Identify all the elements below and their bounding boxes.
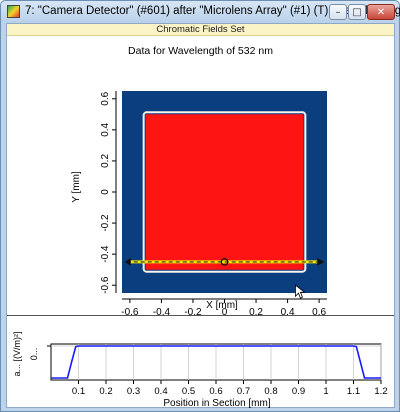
y-tick-label: -0.2 bbox=[100, 214, 111, 232]
section-x-tick-label: 0.8 bbox=[264, 386, 277, 397]
section-line-start-arrow[interactable] bbox=[124, 257, 131, 266]
section-y-tick-label: 0... bbox=[29, 348, 39, 361]
y-axis-label: Y [mm] bbox=[71, 171, 82, 203]
window-title: 7: "Camera Detector" (#601) after "Micro… bbox=[25, 5, 400, 17]
section-x-tick-label: 0.2 bbox=[99, 386, 112, 397]
section-x-axis-label: Position in Section [mm] bbox=[163, 398, 270, 408]
section-x-tick-label: 1 bbox=[323, 386, 328, 397]
section-x-tick-label: 0.5 bbox=[182, 386, 195, 397]
minimize-button[interactable]: – bbox=[329, 4, 347, 20]
maximize-button[interactable]: □ bbox=[348, 4, 366, 20]
section-y-axis-label: a... [(V/m)²] bbox=[12, 332, 22, 377]
close-button[interactable]: ✕ bbox=[367, 4, 395, 20]
section-plot-panel[interactable]: a... [(V/m)²] 0... Position in Section [… bbox=[7, 316, 394, 409]
y-tick-label: 0.6 bbox=[100, 91, 111, 105]
section-x-tick-label: 1.1 bbox=[347, 386, 360, 397]
chromatic-fields-header: Chromatic Fields Set bbox=[7, 24, 394, 36]
document-area: Chromatic Fields Set Data for Wavelength… bbox=[6, 23, 395, 408]
x-axis-label: X [mm] bbox=[206, 300, 238, 311]
y-tick-label: -0.4 bbox=[100, 245, 111, 263]
field-plot-panel[interactable]: Data for Wavelength of 532 nm Y [mm] X [… bbox=[7, 37, 394, 324]
section-x-tick-label: 0.4 bbox=[154, 386, 167, 397]
x-tick-label: -0.2 bbox=[184, 307, 202, 318]
x-tick-label: 0.6 bbox=[312, 307, 326, 318]
section-line-end-arrow[interactable] bbox=[317, 257, 325, 266]
app-icon bbox=[7, 5, 20, 18]
section-x-tick-label: 0.7 bbox=[237, 386, 250, 397]
bright-region bbox=[145, 114, 304, 270]
field-plot-svg[interactable]: Y [mm] X [mm] -0.6 -0.4 -0.2 0 0.2 0.4 0.6 0.6 0… bbox=[7, 37, 394, 324]
title-bar[interactable]: 7: "Camera Detector" (#601) after "Micro… bbox=[1, 1, 400, 23]
section-x-tick-label: 0.9 bbox=[292, 386, 305, 397]
x-tick-label: 0.4 bbox=[281, 307, 295, 318]
section-plot-svg[interactable]: a... [(V/m)²] 0... Position in Section [… bbox=[7, 316, 394, 409]
panel-separator[interactable] bbox=[7, 315, 394, 316]
x-tick-label: -0.4 bbox=[153, 307, 171, 318]
section-center-handle[interactable] bbox=[220, 258, 229, 266]
plot-title: Data for Wavelength of 532 nm bbox=[128, 45, 273, 57]
section-x-tick-label: 0.6 bbox=[209, 386, 222, 397]
x-tick-label: 0 bbox=[222, 307, 228, 318]
y-tick-label: 0.4 bbox=[100, 122, 111, 136]
section-x-tick-label: 0.1 bbox=[72, 386, 85, 397]
section-profile-line bbox=[51, 345, 381, 379]
y-tick-label: 0.2 bbox=[100, 154, 111, 168]
y-tick-label: 0 bbox=[100, 189, 111, 195]
y-tick-label: -0.6 bbox=[100, 276, 111, 294]
x-tick-label: 0.2 bbox=[249, 307, 263, 318]
x-tick-label: -0.6 bbox=[121, 307, 139, 318]
section-x-tick-label: 0.3 bbox=[127, 386, 140, 397]
bright-region-glow bbox=[142, 111, 307, 273]
mouse-cursor bbox=[295, 284, 306, 299]
section-x-tick-label: 1.2 bbox=[374, 386, 387, 397]
